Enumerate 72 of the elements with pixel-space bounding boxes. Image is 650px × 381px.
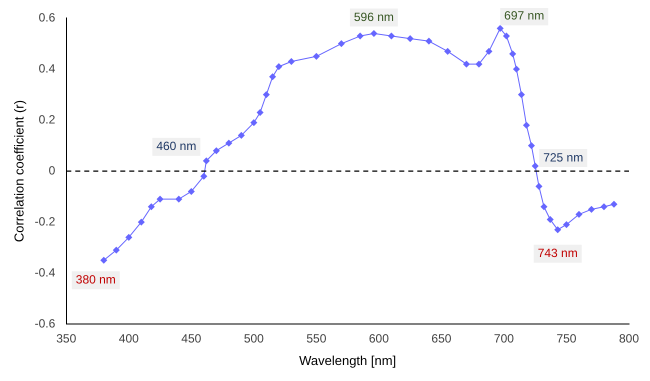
point — [462, 60, 470, 68]
point — [540, 203, 548, 210]
point — [225, 140, 232, 147]
point — [496, 24, 504, 32]
point — [509, 50, 516, 58]
x-axis-title: Wavelength [nm] — [299, 352, 396, 368]
point — [188, 188, 195, 195]
point — [175, 196, 182, 203]
annotation: 697 nm — [504, 8, 544, 23]
point — [535, 182, 542, 190]
y-tick-label: 0.2 — [38, 112, 56, 126]
point — [406, 35, 414, 42]
point — [212, 147, 220, 154]
point — [388, 32, 395, 40]
point — [485, 48, 492, 55]
point — [250, 119, 258, 126]
point — [288, 58, 295, 66]
point — [269, 73, 276, 80]
y-tick-label: -0.2 — [34, 214, 56, 228]
annotation: 596 nm — [354, 10, 394, 24]
point — [370, 30, 378, 37]
x-tick-label: 800 — [618, 332, 640, 346]
x-tick-label: 600 — [368, 332, 390, 346]
point — [262, 91, 270, 98]
x-tick-label: 550 — [306, 332, 327, 346]
point — [200, 172, 208, 180]
point — [502, 32, 510, 40]
point — [575, 210, 582, 218]
annotation: 743 nm — [538, 246, 578, 260]
point — [275, 63, 282, 70]
x-tick-label: 500 — [244, 332, 264, 346]
point — [338, 40, 345, 48]
point — [100, 256, 108, 264]
point — [312, 52, 320, 60]
point — [444, 48, 452, 55]
y-tick-label: -0.6 — [34, 316, 56, 330]
x-tick-label: 700 — [494, 332, 514, 346]
point — [600, 203, 608, 210]
point — [528, 142, 535, 150]
y-tick-label: 0.4 — [38, 61, 56, 76]
x-tick-label: 400 — [118, 332, 140, 346]
point — [532, 162, 539, 170]
y-tick-label: -0.4 — [34, 265, 56, 280]
point — [202, 157, 210, 164]
point — [125, 234, 132, 241]
point — [112, 246, 120, 254]
point — [156, 196, 164, 203]
point — [610, 200, 618, 208]
x-tick-label: 350 — [56, 332, 77, 346]
x-tick-label: 750 — [556, 332, 577, 346]
annotation: 460 nm — [156, 139, 196, 154]
annotation: 380 nm — [76, 272, 116, 287]
point — [138, 218, 145, 226]
y-tick-label: 0.6 — [38, 10, 56, 25]
point — [425, 38, 432, 45]
point — [546, 216, 554, 224]
point — [256, 108, 264, 116]
point — [356, 32, 364, 40]
y-tick-label: 0 — [48, 163, 56, 178]
x-tick-label: 450 — [181, 332, 202, 346]
annotation: 725 nm — [543, 150, 584, 164]
point — [512, 66, 520, 73]
point — [522, 122, 530, 129]
point — [238, 132, 245, 139]
point — [475, 60, 482, 68]
point — [588, 206, 595, 213]
point — [562, 221, 570, 228]
x-tick-label: 650 — [431, 332, 452, 346]
point — [554, 226, 562, 234]
point — [148, 203, 155, 210]
point — [518, 91, 525, 98]
y-axis-title: Correlation coefficient (r) — [11, 100, 26, 242]
